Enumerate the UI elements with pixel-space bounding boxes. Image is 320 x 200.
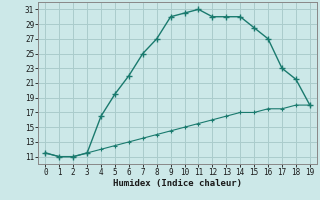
X-axis label: Humidex (Indice chaleur): Humidex (Indice chaleur) — [113, 179, 242, 188]
